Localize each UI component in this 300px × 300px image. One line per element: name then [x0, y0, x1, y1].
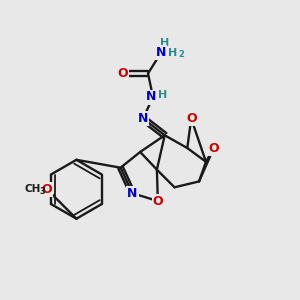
Text: N: N [138, 112, 148, 125]
Text: CH: CH [24, 184, 40, 194]
Text: N: N [146, 91, 156, 103]
Text: 3: 3 [39, 187, 45, 196]
Text: 2: 2 [178, 50, 184, 59]
Text: O: O [117, 67, 128, 80]
Text: O: O [152, 194, 163, 208]
Text: H: H [160, 38, 169, 48]
Text: O: O [42, 183, 52, 196]
Text: N: N [156, 46, 166, 59]
Text: H: H [158, 90, 167, 100]
Text: N: N [127, 187, 137, 200]
Text: H: H [168, 48, 177, 58]
Text: O: O [186, 112, 196, 125]
Text: O: O [208, 142, 219, 154]
